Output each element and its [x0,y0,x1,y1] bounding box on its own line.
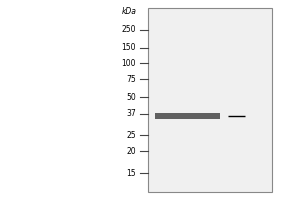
Text: 150: 150 [122,44,136,52]
Text: kDa: kDa [122,7,137,17]
Text: 50: 50 [126,92,136,102]
Bar [155,113,220,119]
Text: 100: 100 [122,58,136,68]
Text: 75: 75 [126,74,136,84]
Text: 37: 37 [126,110,136,118]
Text: 15: 15 [126,168,136,178]
Text: 25: 25 [126,130,136,140]
Text: 250: 250 [122,25,136,34]
Bar [148,8,272,192]
Text: 20: 20 [126,146,136,156]
